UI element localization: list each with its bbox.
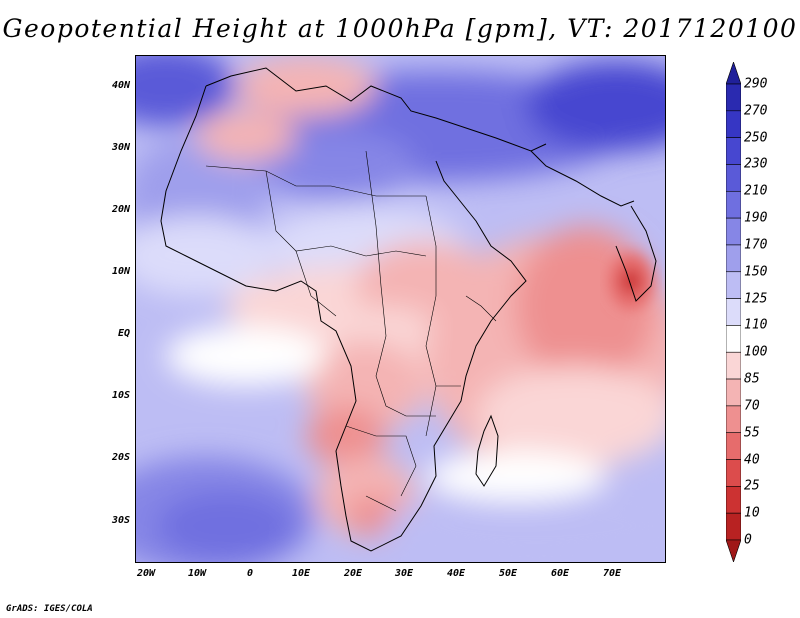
colorbar-box [726,486,741,514]
lat-label: 30N [111,142,130,153]
lon-label: 10W [187,568,207,579]
lon-label: 30E [394,568,414,579]
colorbar-tick-label: 270 [744,103,768,119]
colorbar-box [726,512,741,541]
lat-label: 20N [111,204,130,215]
colorbar-box [726,164,741,192]
colorbar-box [726,378,741,407]
colorbar-box [726,351,741,380]
lon-label: 0 [246,568,254,579]
colorbar-bottom-arrow [726,539,741,562]
colorbar-box [726,137,741,165]
colorbar-tick-label: 40 [744,452,760,468]
colorbar-tick-label: 85 [744,371,760,387]
colorbar-tick-label: 70 [744,398,760,414]
colorbar-tick-label: 210 [744,183,768,199]
colorbar-box [726,83,741,112]
colorbar-tick-label: 290 [744,76,768,92]
lat-label: EQ [117,328,130,339]
colorbar-tick-label: 230 [744,156,768,172]
colorbar-box [726,271,741,299]
colorbar-box [726,298,741,326]
colorbar-tick-label: 0 [744,532,752,548]
colorbar-tick-label: 125 [744,291,768,307]
colorbar-tick-label: 250 [744,130,768,146]
colorbar-tick-label: 170 [744,237,768,253]
field-minimum [609,253,653,309]
lat-label: 40N [111,80,130,91]
colorbar-top-arrow [726,62,741,85]
lat-label: 30S [111,515,130,526]
colorbar-box [726,217,741,246]
geopotential-height-map [136,56,665,562]
lon-label: 20E [343,568,363,579]
software-credit: GrADS: IGES/COLA [6,604,93,614]
colorbar-tick-label: 110 [744,317,768,333]
lat-label: 10S [111,390,130,401]
colorbar-box [726,325,741,353]
colorbar-tick-label: 100 [744,344,768,360]
lon-label: 70E [602,568,622,579]
lon-label: 10E [291,568,311,579]
colorbar-box [726,190,741,219]
colorbar [726,62,741,562]
lat-label: 10N [111,266,130,277]
map-plot-area [135,55,666,563]
colorbar-box [726,244,741,273]
map-title: Geopotential Height at 1000hPa [gpm], VT… [2,14,798,43]
lat-label: 20S [111,452,130,463]
lon-label: 60E [550,568,570,579]
colorbar-box [726,459,741,487]
lon-label: 40E [446,568,466,579]
colorbar-tick-label: 150 [744,264,768,280]
colorbar-tick-label: 25 [744,478,760,494]
lon-label: 50E [498,568,518,579]
colorbar-tick-label: 190 [744,210,768,226]
colorbar-box [726,405,741,434]
colorbar-box [726,432,741,460]
colorbar-box [726,110,741,138]
country-borders [205,150,497,512]
lon-label: 20W [136,568,156,579]
colorbar-tick-label: 55 [744,425,760,441]
coastlines [160,67,657,552]
colorbar-tick-label: 10 [744,505,760,521]
